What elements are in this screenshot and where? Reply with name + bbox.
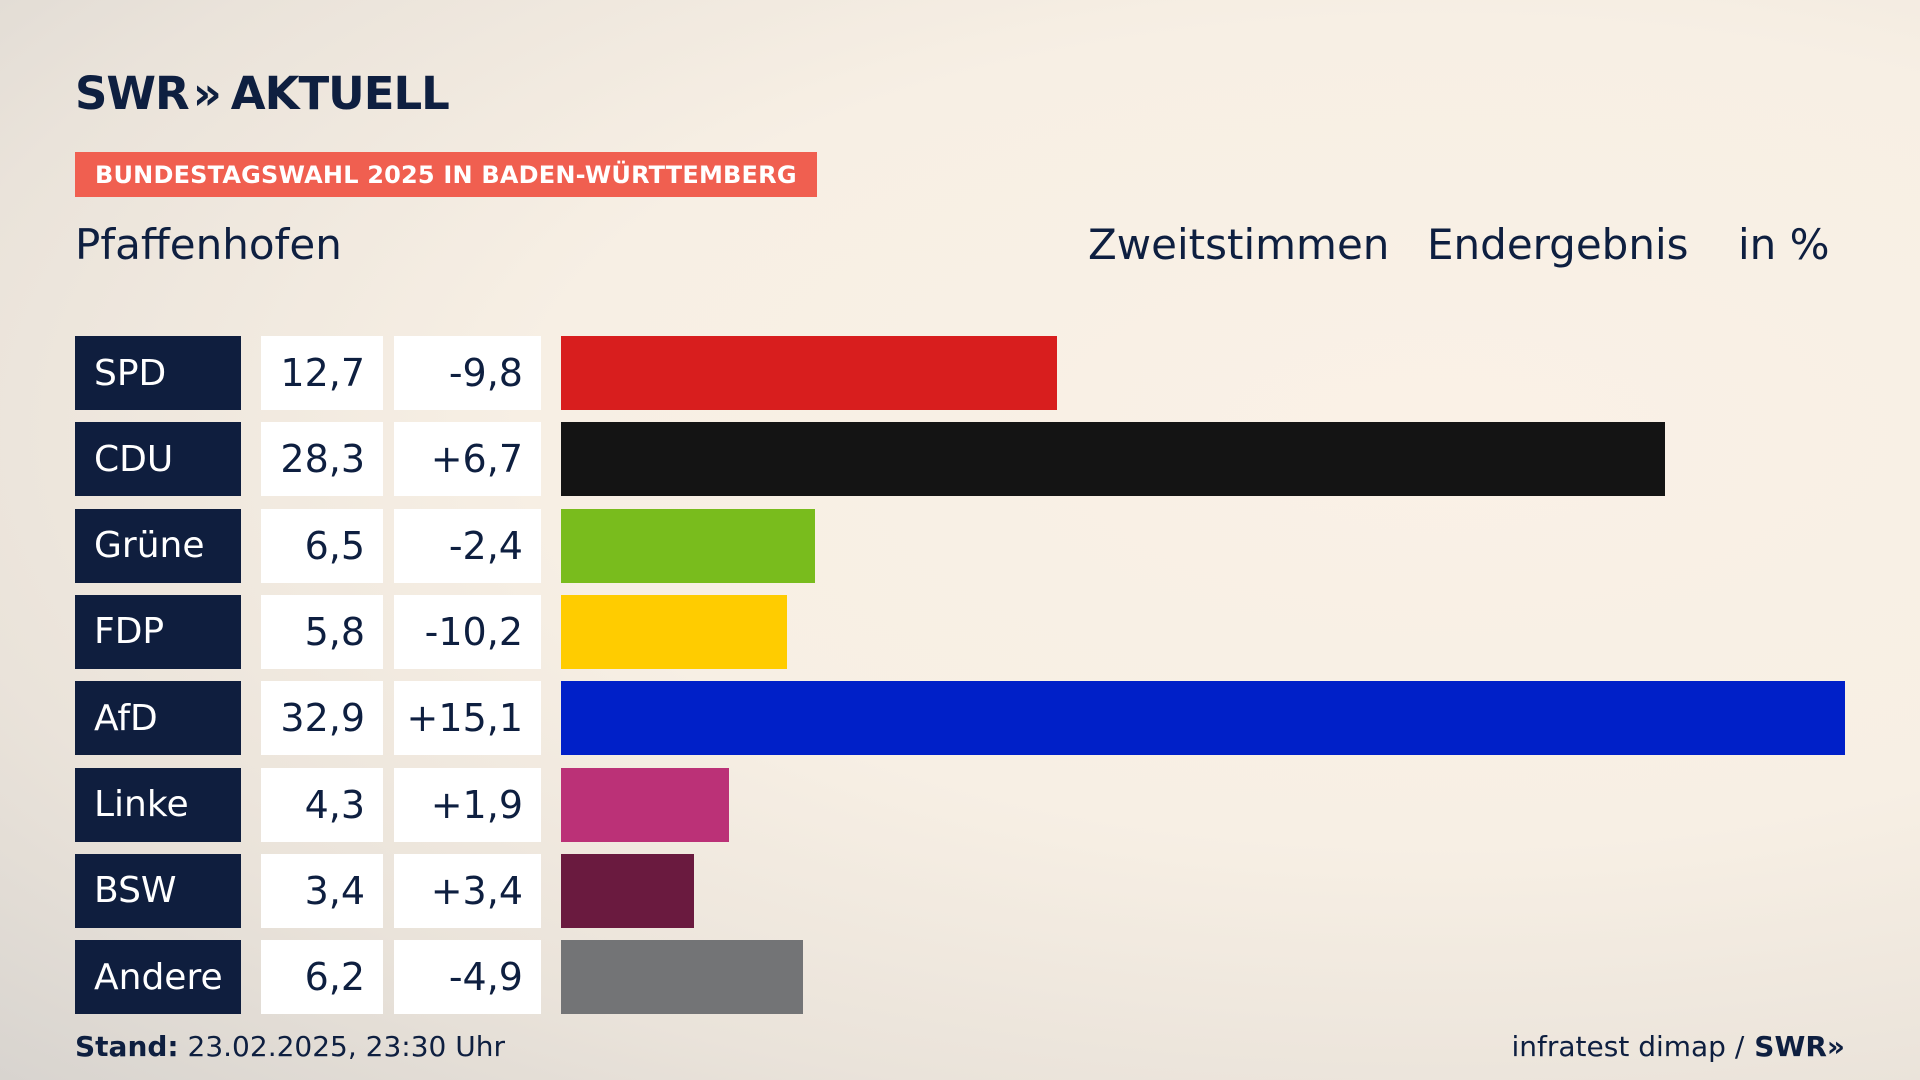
bar [561,336,1057,410]
change-value: -10,2 [394,594,541,669]
share-value: 6,5 [261,508,383,583]
bar [561,508,815,583]
bar [561,940,803,1015]
share-value: 32,9 [261,681,383,756]
bar [561,767,729,842]
party-label: CDU [75,422,241,497]
election-banner: BUNDESTAGSWAHL 2025 IN BADEN-WÜRTTEMBERG [75,152,817,197]
stand-label: Stand: [75,1030,179,1063]
party-label: AfD [75,681,241,756]
party-label: Grüne [75,508,241,583]
bar [561,681,1845,756]
source-brand: SWR» [1754,1030,1845,1063]
share-value: 4,3 [261,767,383,842]
change-value: -4,9 [394,940,541,1015]
change-value: +3,4 [394,853,541,928]
logo-swr: SWR [75,66,190,120]
logo-aktuell: AKTUELL [230,66,450,120]
party-label: FDP [75,594,241,669]
header-votes: Zweitstimmen [1088,220,1390,269]
change-value: -2,4 [394,508,541,583]
party-label: SPD [75,336,241,410]
stand-value: 23.02.2025, 23:30 Uhr [187,1030,505,1063]
party-label: Linke [75,767,241,842]
party-label: BSW [75,853,241,928]
share-value: 12,7 [261,336,383,410]
change-value: +6,7 [394,422,541,497]
source-text: infratest dimap / [1511,1030,1745,1063]
share-value: 5,8 [261,594,383,669]
change-value: +15,1 [394,681,541,756]
share-value: 28,3 [261,422,383,497]
footer-timestamp: Stand: 23.02.2025, 23:30 Uhr [75,1030,505,1063]
share-value: 3,4 [261,853,383,928]
bar [561,853,694,928]
swr-aktuell-logo: SWR » AKTUELL [75,66,450,120]
bar [561,594,788,669]
header-result: Endergebnis [1427,220,1689,269]
footer-source: infratest dimap / SWR» [1511,1030,1845,1063]
share-value: 6,2 [261,940,383,1015]
header-unit: in % [1738,220,1830,269]
party-label: Andere [75,940,241,1015]
bar [561,422,1666,497]
logo-chevrons-icon: » [192,66,222,120]
place-title: Pfaffenhofen [75,220,342,269]
change-value: -9,8 [394,336,541,410]
change-value: +1,9 [394,767,541,842]
